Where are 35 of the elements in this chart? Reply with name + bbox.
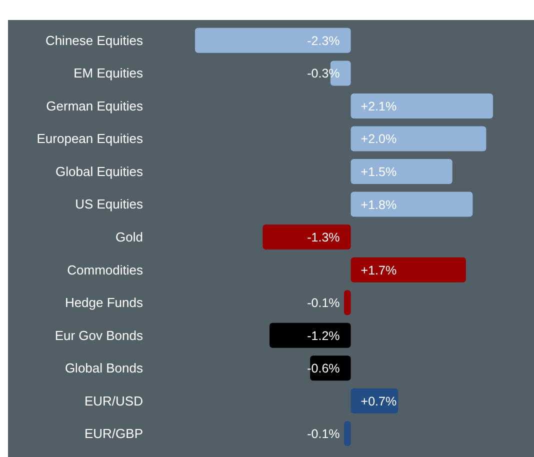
y-tick-label: Gold	[116, 230, 143, 244]
data-label: +0.7%	[360, 394, 397, 408]
y-tick-label: German Equities	[46, 98, 144, 114]
data-label: +1.5%	[360, 165, 397, 180]
data-label: -0.1%	[307, 296, 340, 310]
y-tick-label: Eur Gov Bonds	[54, 328, 144, 343]
y-tick-label: Chinese Equities	[45, 32, 144, 48]
y-tick-label: Commodities	[67, 262, 144, 278]
y-tick-label: EM Equities	[74, 66, 144, 81]
y-tick-label: Global Equities	[56, 164, 144, 179]
bar	[344, 290, 351, 316]
bar	[350, 159, 452, 184]
data-label: -2.3%	[307, 34, 340, 48]
data-label: +2.0%	[360, 132, 397, 146]
data-label: +2.1%	[360, 99, 397, 114]
data-label: -0.1%	[307, 427, 340, 442]
data-label: +1.7%	[360, 263, 397, 278]
bar	[350, 126, 486, 152]
bar	[350, 192, 473, 217]
y-tick-label: Global Bonds	[64, 360, 144, 376]
y-tick-label: European Equities	[36, 131, 144, 146]
data-label: +1.8%	[360, 198, 397, 212]
data-label: -1.2%	[307, 328, 340, 343]
data-label: -0.6%	[307, 362, 340, 376]
data-label: -1.3%	[307, 230, 340, 245]
bar	[350, 93, 493, 118]
y-tick-label: EUR/USD	[84, 393, 143, 408]
bar	[270, 322, 351, 348]
bar	[350, 257, 466, 282]
bar	[262, 224, 351, 250]
bar	[195, 28, 351, 53]
y-tick-label: Hedge Funds	[64, 295, 144, 310]
y-tick-label: US Equities	[75, 196, 144, 212]
bar	[344, 421, 351, 446]
y-tick-label: EUR/GBP	[84, 426, 143, 442]
